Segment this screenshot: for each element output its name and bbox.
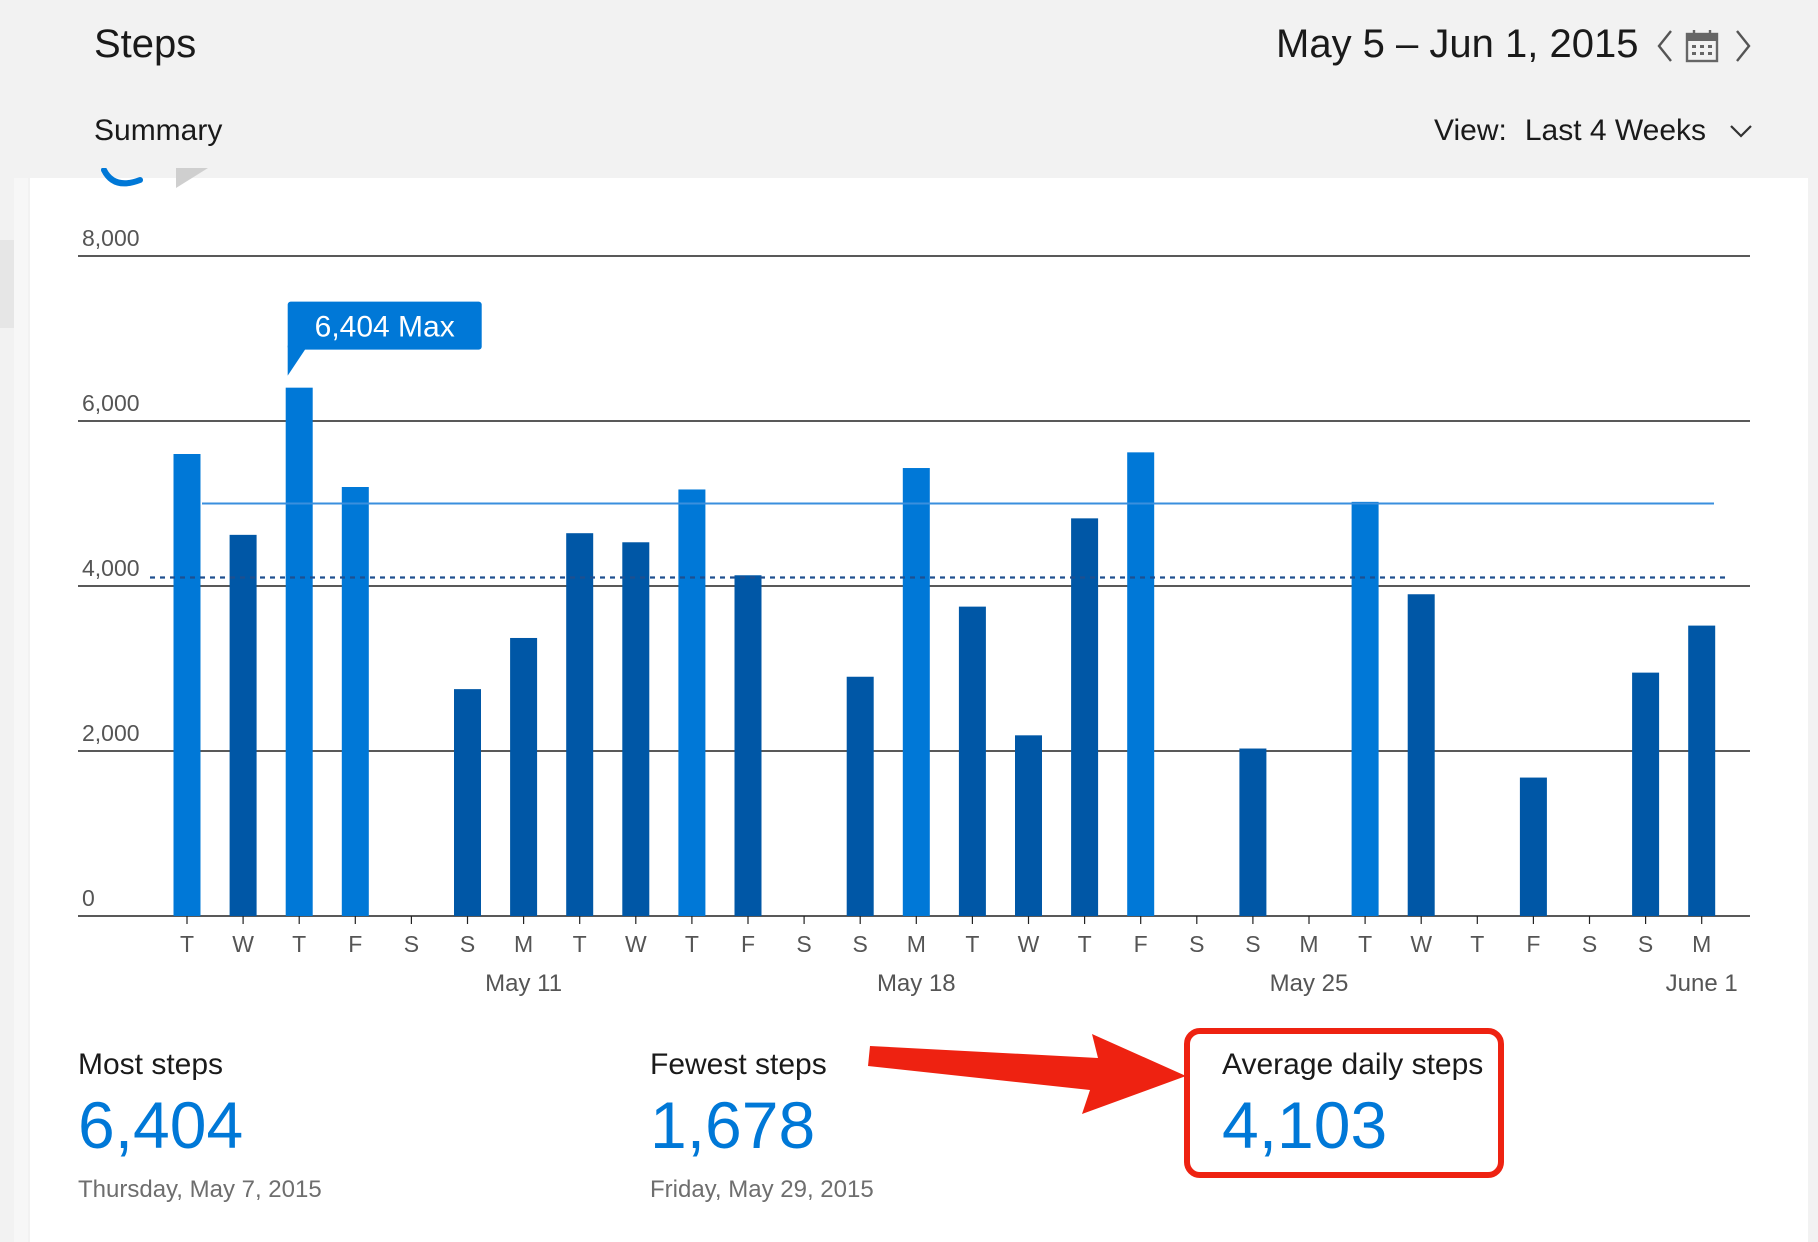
annotation-arrow-icon xyxy=(868,1034,1186,1114)
fewest-steps-date: Friday, May 29, 2015 xyxy=(650,1176,874,1203)
calendar-icon[interactable] xyxy=(1684,28,1720,64)
side-scroll-strip xyxy=(0,240,14,328)
side-edge xyxy=(14,178,28,1242)
most-steps-date: Thursday, May 7, 2015 xyxy=(78,1176,322,1203)
chevron-left-icon xyxy=(1657,30,1672,62)
most-steps-label: Most steps xyxy=(78,1048,224,1081)
date-range-label: May 5 – Jun 1, 2015 xyxy=(1276,22,1639,66)
average-steps-value: 4,103 xyxy=(1222,1088,1388,1162)
average-steps-stat: Average daily steps 4,103 xyxy=(1222,1048,1483,1158)
average-steps-label: Average daily steps xyxy=(1222,1048,1484,1081)
most-steps-stat: Most steps 6,404 Thursday, May 7, 2015 xyxy=(78,1048,322,1204)
fewest-steps-stat: Fewest steps 1,678 Friday, May 29, 2015 xyxy=(650,1048,874,1204)
previous-period-button[interactable] xyxy=(1650,26,1680,66)
chevron-right-icon xyxy=(1736,30,1751,62)
highlight-box xyxy=(1184,1028,1504,1178)
header-bar: Steps May 5 – Jun 1, 2015 Summary View: … xyxy=(0,0,1818,178)
next-period-button[interactable] xyxy=(1728,26,1758,66)
chevron-down-icon xyxy=(1730,125,1752,138)
view-dropdown[interactable]: View: Last 4 Weeks xyxy=(1434,114,1754,148)
page-title: Steps xyxy=(94,22,197,66)
activity-icon xyxy=(101,168,143,187)
view-prefix-label: View: xyxy=(1434,114,1507,147)
fewest-steps-value: 1,678 xyxy=(650,1088,816,1162)
summary-heading: Summary xyxy=(94,114,223,147)
most-steps-value: 6,404 xyxy=(78,1088,244,1162)
tag-icon xyxy=(176,168,208,188)
fewest-steps-label: Fewest steps xyxy=(650,1048,827,1081)
view-selected-value: Last 4 Weeks xyxy=(1524,114,1707,147)
